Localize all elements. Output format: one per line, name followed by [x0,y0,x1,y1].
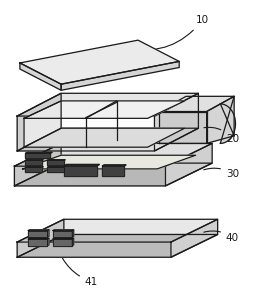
Polygon shape [25,160,42,165]
Polygon shape [159,96,234,112]
Polygon shape [17,93,198,116]
Polygon shape [17,128,198,151]
Polygon shape [24,101,61,147]
Polygon shape [28,239,47,246]
Polygon shape [47,230,49,237]
Polygon shape [24,128,185,147]
Polygon shape [14,143,212,166]
Polygon shape [24,101,185,118]
Polygon shape [155,93,198,151]
Polygon shape [17,219,218,242]
Text: 20: 20 [204,127,239,144]
Polygon shape [220,96,235,143]
Polygon shape [102,165,126,166]
Text: 30: 30 [204,168,239,179]
Polygon shape [25,167,42,172]
Polygon shape [64,164,100,166]
Text: 40: 40 [204,231,239,242]
Polygon shape [25,152,52,153]
Polygon shape [171,219,218,257]
Polygon shape [61,61,179,90]
Polygon shape [47,238,49,246]
Polygon shape [53,238,74,239]
Polygon shape [28,231,47,237]
Polygon shape [53,231,72,237]
Polygon shape [207,96,234,143]
Polygon shape [53,230,74,231]
Text: 41: 41 [62,258,98,286]
Polygon shape [17,235,218,257]
Polygon shape [47,167,64,172]
Polygon shape [64,166,97,177]
Polygon shape [25,153,50,158]
Polygon shape [28,238,49,239]
Polygon shape [47,160,64,165]
Polygon shape [72,238,74,246]
Polygon shape [17,93,61,151]
Polygon shape [102,166,124,177]
Polygon shape [20,63,61,90]
Polygon shape [23,155,196,169]
Polygon shape [72,230,74,237]
Polygon shape [14,163,212,186]
Polygon shape [14,143,61,186]
Polygon shape [28,230,49,231]
Polygon shape [20,40,179,84]
Polygon shape [17,219,64,257]
Text: 10: 10 [121,16,209,50]
Polygon shape [159,112,207,143]
Polygon shape [53,239,72,246]
Polygon shape [165,143,212,186]
